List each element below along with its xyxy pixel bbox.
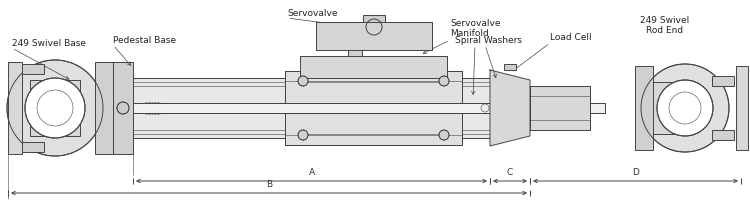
Bar <box>8 62 22 154</box>
Bar <box>300 56 447 78</box>
Bar <box>316 22 432 50</box>
Bar <box>712 130 734 140</box>
Bar <box>113 103 605 113</box>
Text: Spiral Washers: Spiral Washers <box>455 36 522 45</box>
Text: Load Cell: Load Cell <box>550 33 592 42</box>
Text: A: A <box>308 168 314 177</box>
Circle shape <box>298 130 308 140</box>
Text: B: B <box>266 180 272 189</box>
Circle shape <box>641 64 729 152</box>
Bar <box>504 64 516 70</box>
Bar <box>635 66 653 150</box>
Polygon shape <box>490 70 530 146</box>
Bar <box>645 82 693 134</box>
Circle shape <box>298 76 308 86</box>
Bar <box>95 62 113 154</box>
Bar <box>113 78 490 138</box>
Text: Servovalve: Servovalve <box>287 9 338 18</box>
Text: 249 Swivel
Rod End: 249 Swivel Rod End <box>640 16 690 35</box>
Bar <box>22 142 44 152</box>
Bar <box>736 66 748 150</box>
Bar <box>712 76 734 86</box>
Text: Pedestal Base: Pedestal Base <box>113 36 176 45</box>
Circle shape <box>117 102 129 114</box>
Bar <box>285 71 462 145</box>
Bar <box>22 64 44 74</box>
Text: 249 Swivel Base: 249 Swivel Base <box>12 39 86 48</box>
Circle shape <box>657 80 713 136</box>
Text: Servovalve
Manifold: Servovalve Manifold <box>450 19 500 38</box>
Bar <box>348 50 362 56</box>
Circle shape <box>7 60 103 156</box>
Bar <box>30 80 80 136</box>
Text: D: D <box>632 168 639 177</box>
Circle shape <box>439 76 449 86</box>
Bar <box>530 86 590 130</box>
Circle shape <box>25 78 85 138</box>
Bar <box>113 62 133 154</box>
Text: C: C <box>507 168 513 177</box>
Circle shape <box>439 130 449 140</box>
Bar <box>363 15 385 22</box>
